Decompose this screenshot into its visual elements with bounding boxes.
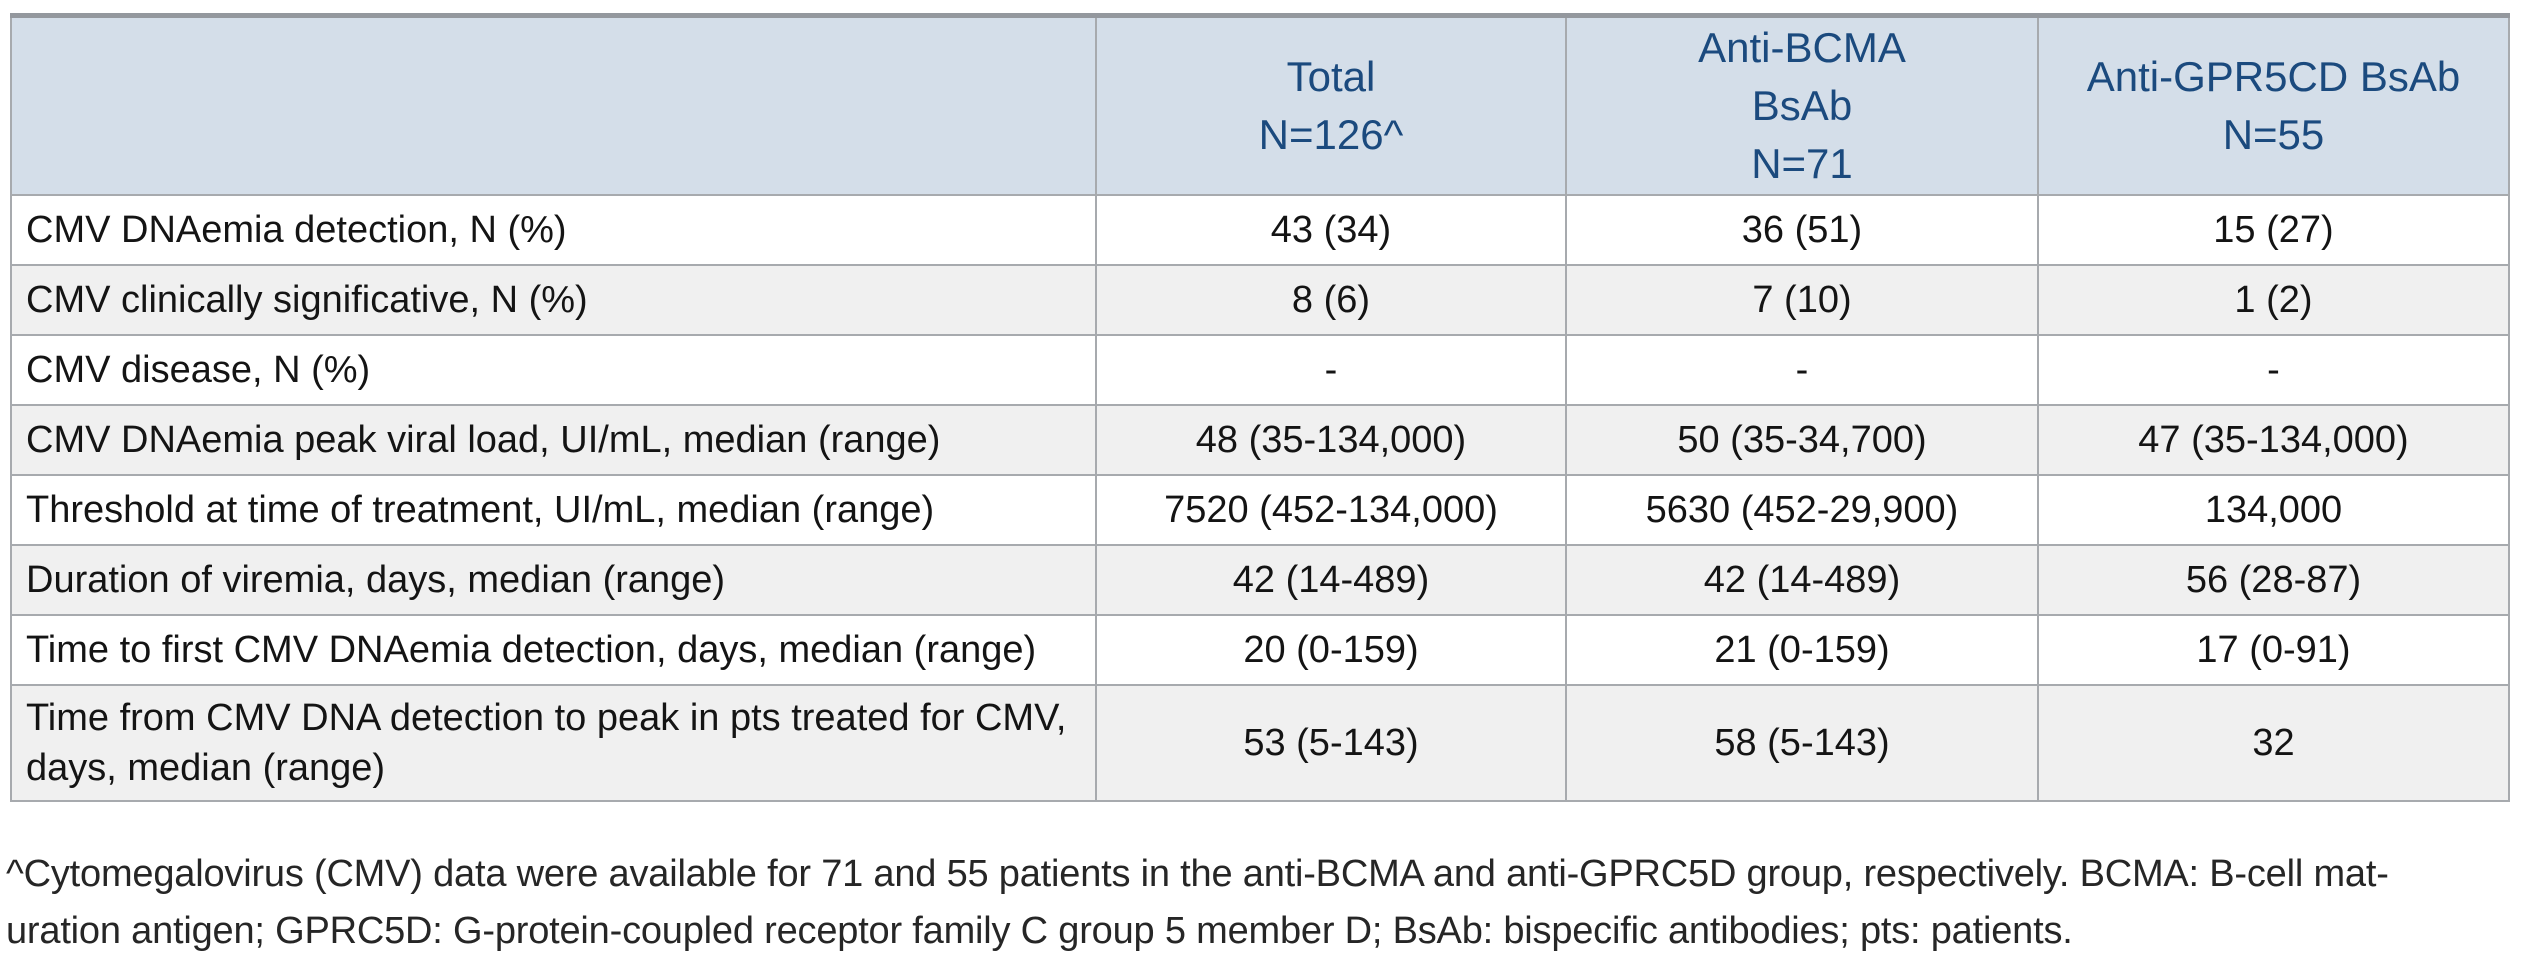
row-label: CMV disease, N (%) — [10, 334, 1097, 406]
footnote-line-1: ^Cytomegalovirus (CMV) data were availab… — [6, 853, 2389, 895]
table-footnote: ^Cytomegalovirus (CMV) data were availab… — [6, 846, 2522, 960]
table-header: Total N=126^ Anti-BCMA BsAb N=71 Anti-GPR5CD … — [10, 14, 2510, 196]
header-cell: Anti-GPR5CD BsAb N=55 — [2037, 14, 2510, 196]
header-cell-empty — [10, 14, 1097, 196]
value-cell: 42 (14-489) — [1565, 544, 2039, 616]
footnote-line-2: uration antigen; GPRC5D: G-protein-coupl… — [6, 910, 2073, 952]
row-label: Time to first CMV DNAemia detection, day… — [10, 614, 1097, 686]
value-cell: 17 (0-91) — [2037, 614, 2510, 686]
row-label: CMV clinically significative, N (%) — [10, 264, 1097, 336]
value-cell: 48 (35-134,000) — [1095, 404, 1567, 476]
value-cell: 20 (0-159) — [1095, 614, 1567, 686]
table-row: Threshold at time of treatment, UI/mL, m… — [10, 474, 2510, 546]
table-row: CMV disease, N (%) - - - — [10, 334, 2510, 406]
value-cell: 32 — [2037, 684, 2510, 802]
table-row: CMV DNAemia detection, N (%) 43 (34) 36 (5… — [10, 194, 2510, 266]
row-label: Duration of viremia, days, median (range… — [10, 544, 1097, 616]
value-cell: 21 (0-159) — [1565, 614, 2039, 686]
header-row: Total N=126^ Anti-BCMA BsAb N=71 Anti-GPR5CD … — [10, 14, 2510, 196]
value-cell: 134,000 — [2037, 474, 2510, 546]
table-row: Duration of viremia, days, median (range… — [10, 544, 2510, 616]
value-cell: 8 (6) — [1095, 264, 1567, 336]
row-label: CMV DNAemia peak viral load, UI/mL, medi… — [10, 404, 1097, 476]
value-cell: 7520 (452-134,000) — [1095, 474, 1567, 546]
value-cell: 58 (5-143) — [1565, 684, 2039, 802]
value-cell: 36 (51) — [1565, 194, 2039, 266]
table-row: CMV clinically significative, N (%) 8 (6)… — [10, 264, 2510, 336]
value-cell: 50 (35-34,700) — [1565, 404, 2039, 476]
value-cell: 42 (14-489) — [1095, 544, 1567, 616]
row-label: Time from CMV DNA detection to peak in p… — [10, 684, 1097, 802]
cmv-data-table: Total N=126^ Anti-BCMA BsAb N=71 Anti-GPR5CD … — [10, 13, 2510, 802]
value-cell: 47 (35-134,000) — [2037, 404, 2510, 476]
value-cell: - — [1565, 334, 2039, 406]
table-row: Time to first CMV DNAemia detection, day… — [10, 614, 2510, 686]
value-cell: 56 (28-87) — [2037, 544, 2510, 616]
value-cell: - — [2037, 334, 2510, 406]
value-cell: 43 (34) — [1095, 194, 1567, 266]
table-body: CMV DNAemia detection, N (%) 43 (34) 36 (5… — [10, 194, 2510, 802]
value-cell: - — [1095, 334, 1567, 406]
header-cell: Anti-BCMA BsAb N=71 — [1565, 14, 2039, 196]
table-row: Time from CMV DNA detection to peak in p… — [10, 684, 2510, 802]
value-cell: 7 (10) — [1565, 264, 2039, 336]
value-cell: 5630 (452-29,900) — [1565, 474, 2039, 546]
row-label: Threshold at time of treatment, UI/mL, m… — [10, 474, 1097, 546]
value-cell: 53 (5-143) — [1095, 684, 1567, 802]
header-cell: Total N=126^ — [1095, 14, 1567, 196]
value-cell: 15 (27) — [2037, 194, 2510, 266]
value-cell: 1 (2) — [2037, 264, 2510, 336]
row-label: CMV DNAemia detection, N (%) — [10, 194, 1097, 266]
table-row: CMV DNAemia peak viral load, UI/mL, medi… — [10, 404, 2510, 476]
